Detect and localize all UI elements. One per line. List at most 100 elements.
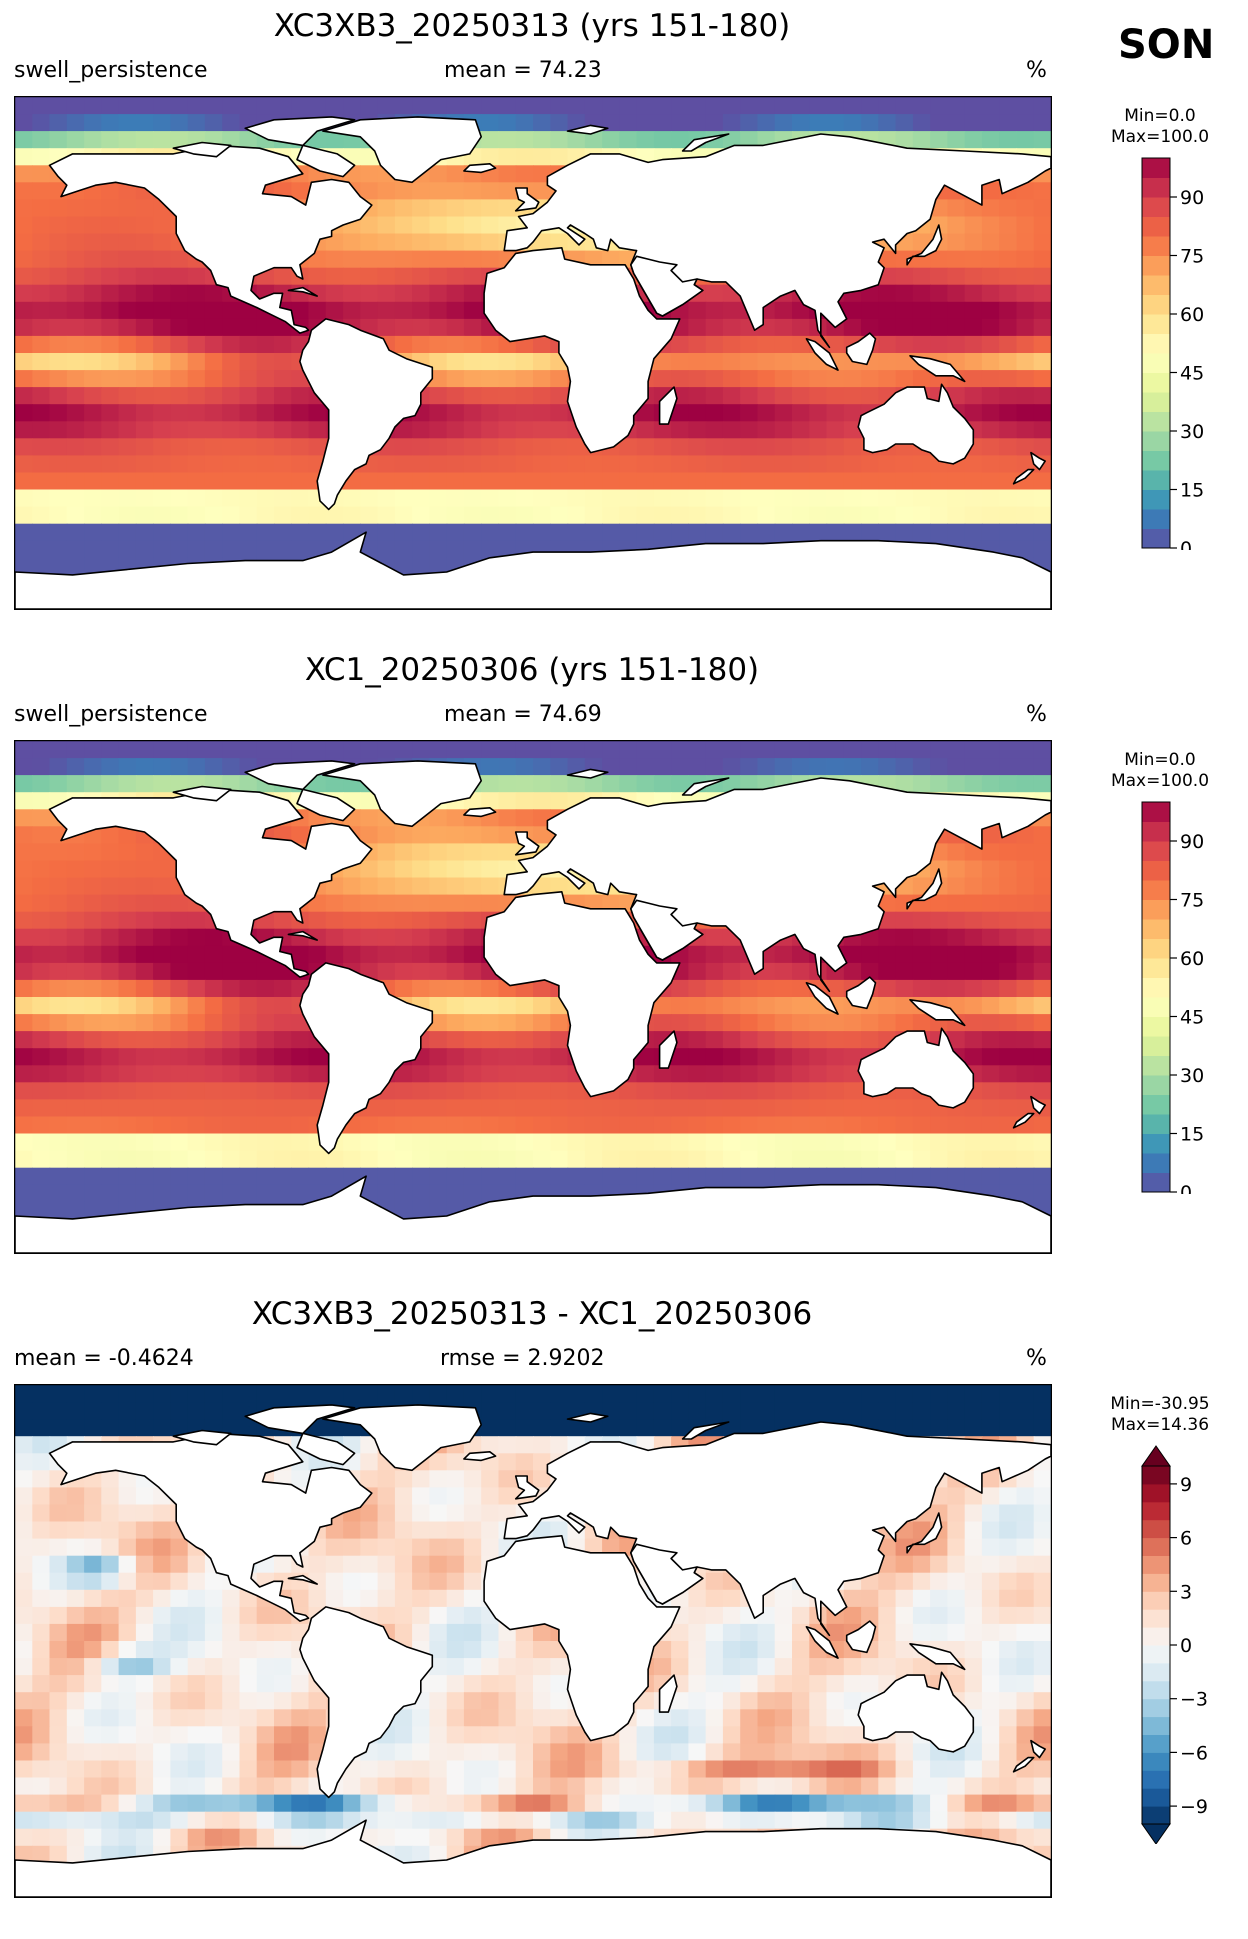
landmass-arabia-link — [629, 899, 704, 961]
map-frame — [14, 96, 1052, 610]
landmass-baffin — [296, 144, 356, 178]
landmass-north-america — [48, 1432, 373, 1622]
colorbar-segment — [1142, 821, 1170, 842]
panel-3-mean-label: mean = -0.4624 — [14, 1346, 194, 1371]
landmass-new-guinea — [909, 1642, 966, 1671]
landmass-svalbard — [566, 1412, 609, 1423]
colorbar-segment — [1142, 841, 1170, 861]
colorbar-segment — [1142, 880, 1170, 900]
landmass-svalbard — [566, 124, 609, 135]
landmass-greenland — [322, 116, 483, 184]
colorbar-segment — [1142, 1133, 1170, 1154]
landmass-eurasia — [503, 133, 1052, 349]
landmass-africa — [483, 247, 681, 454]
colorbar-tick-label: 6 — [1180, 1528, 1192, 1550]
landmass-cuba — [287, 930, 319, 941]
landmass-arabia-link — [629, 255, 704, 317]
colorbar-segment — [1142, 919, 1170, 939]
colorbar-segment — [1142, 1501, 1170, 1521]
landmass-madagascar — [658, 386, 678, 425]
colorbar-segment — [1142, 1466, 1170, 1485]
map-frame — [14, 740, 1052, 1254]
colorbar-segment — [1142, 802, 1170, 822]
colorbar-segment — [1142, 1591, 1170, 1610]
colorbar-segment — [1142, 216, 1170, 237]
landmass-novaya-zemlya — [681, 1421, 730, 1440]
colorbar-segment — [1142, 197, 1170, 217]
landmass-iceland — [463, 163, 497, 174]
colorbar-tick-label: 60 — [1180, 948, 1204, 970]
colorbar-segment — [1142, 1609, 1170, 1628]
colorbar-segment — [1142, 1662, 1170, 1682]
landmass-greenland — [322, 1404, 483, 1472]
landmass-arctic-islands-a — [244, 1404, 356, 1435]
landmass-uk — [514, 187, 540, 212]
panel-3-title: XC3XB3_20250313 - XC1_20250306 — [251, 1296, 813, 1332]
landmass-australia — [857, 1671, 975, 1753]
panel-2-mean-label: mean = 74.69 — [444, 702, 602, 727]
colorbar-segment — [1142, 275, 1170, 295]
colorbar-segment — [1142, 1698, 1170, 1718]
coastlines — [14, 760, 1052, 1254]
colorbar-segment — [1142, 431, 1170, 451]
colorbar-extend-max — [1141, 1445, 1171, 1467]
landmass-south-america — [299, 962, 434, 1155]
coastlines — [14, 1404, 1052, 1898]
colorbar-tick-label: 9 — [1180, 1474, 1192, 1496]
panel-3-colorbar: −9 −6 −3 0 3 6 9 — [1141, 1445, 1208, 1844]
landmass-svalbard — [566, 768, 609, 779]
landmass-madagascar — [658, 1674, 678, 1713]
colorbar-tick-label: −6 — [1180, 1742, 1208, 1764]
landmass-new-zealand-s — [1012, 1756, 1035, 1773]
panel-3-colorbar-min: Min=-30.95 — [1110, 1394, 1210, 1414]
colorbar-segment — [1142, 255, 1170, 276]
landmass-new-zealand-s — [1012, 468, 1035, 485]
colorbar-segment — [1142, 1555, 1170, 1574]
landmass-baffin — [296, 788, 356, 822]
colorbar-segment — [1142, 1716, 1170, 1735]
colorbar-segment — [1142, 294, 1170, 315]
colorbar-segment — [1142, 177, 1170, 198]
colorbar-tick-label: 0 — [1180, 538, 1192, 550]
panel-2-variable-label: swell_persistence — [14, 702, 208, 727]
landmass-antarctica — [14, 1175, 1052, 1254]
landmass-borneo — [845, 332, 877, 366]
colorbar-segment — [1142, 450, 1170, 471]
colorbar-segment — [1142, 1094, 1170, 1115]
landmass-uk — [514, 1475, 540, 1500]
panel-1-map — [14, 96, 1052, 610]
colorbar-segment — [1142, 372, 1170, 393]
landmass-new-zealand-n — [1030, 1095, 1046, 1115]
colorbar-segment — [1142, 236, 1170, 256]
colorbar-segment — [1142, 1788, 1170, 1807]
panel-2-colorbar-max: Max=100.0 — [1110, 771, 1210, 791]
colorbar-tick-label: 30 — [1180, 1065, 1204, 1087]
colorbar-segment — [1142, 470, 1170, 490]
map-frame — [14, 1384, 1052, 1898]
colorbar-tick-label: 45 — [1180, 1007, 1204, 1029]
colorbar-segment — [1142, 411, 1170, 432]
panel-1-mean-label: mean = 74.23 — [444, 58, 602, 83]
landmass-eurasia — [503, 777, 1052, 993]
colorbar-segment — [1142, 1036, 1170, 1056]
landmass-arctic-islands-b — [172, 1429, 232, 1446]
panel-2-colorbar: 0 15 30 45 60 75 90 — [1141, 801, 1204, 1194]
colorbar-segment — [1142, 528, 1170, 549]
landmass-arabia-link — [629, 1543, 704, 1605]
colorbar-segment — [1142, 1519, 1170, 1539]
landmass-cuba — [287, 286, 319, 297]
landmass-uk — [514, 831, 540, 856]
colorbar-tick-label: 90 — [1180, 831, 1204, 853]
colorbar-segment — [1142, 1573, 1170, 1592]
colorbar-segment — [1142, 1114, 1170, 1134]
colorbar-segment — [1142, 1172, 1170, 1193]
landmass-africa — [483, 1535, 681, 1742]
panel-1-colorbar-min: Min=0.0 — [1124, 106, 1196, 126]
colorbar-segment — [1142, 860, 1170, 881]
colorbar-segment — [1142, 1153, 1170, 1173]
colorbar-segment — [1142, 333, 1170, 354]
landmass-iceland — [463, 1451, 497, 1462]
coastlines — [14, 116, 1052, 610]
panel-2-map — [14, 740, 1052, 1254]
landmass-australia — [857, 1027, 975, 1109]
